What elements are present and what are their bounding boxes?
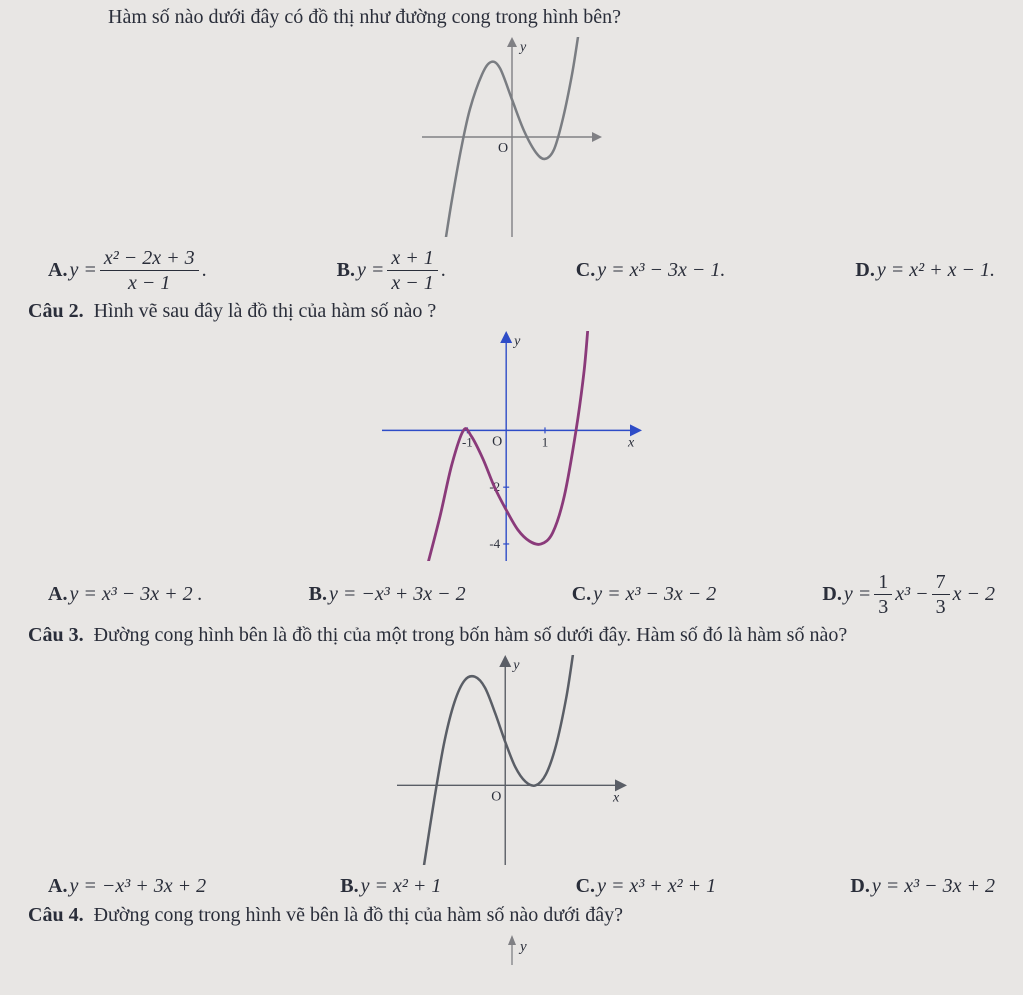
q1-graph-wrap: yO: [28, 37, 995, 237]
fraction: x + 1 x − 1: [387, 247, 437, 294]
eq-text: y = x³ − 3x − 2: [593, 583, 716, 606]
q4-prompt-line: Câu 4. Đường cong trong hình vẽ bên là đ…: [28, 904, 995, 927]
eq-mid: x³ −: [895, 583, 928, 606]
frac-den: 3: [932, 596, 950, 618]
frac-den: x − 1: [387, 272, 437, 294]
svg-text:O: O: [498, 141, 508, 156]
svg-text:O: O: [492, 434, 502, 449]
q1-graph: yO: [422, 37, 602, 237]
opt-label: D.: [850, 875, 869, 898]
svg-text:x: x: [627, 435, 635, 450]
svg-text:y: y: [512, 334, 521, 349]
eq-prefix: y =: [69, 259, 96, 282]
opt-label: B.: [337, 259, 355, 282]
opt-label: B.: [340, 875, 358, 898]
eq-text: y = x² + 1: [361, 875, 442, 898]
svg-text:y: y: [511, 658, 520, 673]
q1-opt-b: B. y = x + 1 x − 1 .: [337, 247, 446, 294]
q1-options: A. y = x² − 2x + 3 x − 1 . B. y = x + 1 …: [48, 247, 995, 294]
q3-opt-c: C. y = x³ + x² + 1: [576, 875, 717, 898]
q4-graph-fragment: y: [452, 935, 572, 965]
eq-text: y = −x³ + 3x + 2: [69, 875, 206, 898]
svg-text:y: y: [518, 40, 527, 55]
q2-label: Câu 2.: [28, 300, 84, 323]
frac-num: x + 1: [387, 247, 437, 269]
frac-den: x − 1: [124, 272, 174, 294]
q1-prompt-line: Hàm số nào dưới đây có đồ thị như đường …: [108, 6, 995, 29]
q3-opt-a: A. y = −x³ + 3x + 2: [48, 875, 206, 898]
eq-prefix: y =: [844, 583, 871, 606]
opt-label: D.: [855, 259, 874, 282]
eq-text: y = x³ − 3x + 2: [872, 875, 995, 898]
frac-num: x² − 2x + 3: [100, 247, 199, 269]
svg-text:y: y: [518, 939, 527, 955]
q2-opt-d: D. y = 1 3 x³ − 7 3 x − 2: [822, 571, 995, 618]
q1-opt-d: D. y = x² + x − 1.: [855, 259, 995, 282]
frac-bar: [387, 270, 437, 271]
q2-prompt-text: Hình vẽ sau đây là đồ thị của hàm số nào…: [94, 300, 437, 323]
frac-bar: [874, 594, 892, 595]
opt-label: C.: [576, 259, 595, 282]
frac-num: 1: [874, 571, 892, 593]
opt-label: D.: [822, 583, 841, 606]
q2-graph-wrap: yxO-11-2-4: [28, 331, 995, 561]
opt-label: C.: [576, 875, 595, 898]
q4-label: Câu 4.: [28, 904, 84, 927]
eq-text: y = x³ − 3x + 2 .: [69, 583, 202, 606]
q1-prompt-text: Hàm số nào dưới đây có đồ thị như đường …: [108, 6, 621, 29]
q3-prompt-line: Câu 3. Đường cong hình bên là đồ thị của…: [28, 624, 995, 647]
q2-opt-c: C. y = x³ − 3x − 2: [572, 583, 717, 606]
q2-opt-b: B. y = −x³ + 3x − 2: [309, 583, 466, 606]
eq-mid: x − 2: [953, 583, 995, 606]
svg-text:x: x: [612, 790, 620, 805]
opt-label: B.: [309, 583, 327, 606]
frac-bar: [100, 270, 199, 271]
fraction: 1 3: [874, 571, 892, 618]
q3-opt-b: B. y = x² + 1: [340, 875, 441, 898]
opt-label: A.: [48, 259, 67, 282]
q2-opt-a: A. y = x³ − 3x + 2 .: [48, 583, 203, 606]
q4-prompt-text: Đường cong trong hình vẽ bên là đồ thị c…: [94, 904, 623, 927]
q3-opt-d: D. y = x³ − 3x + 2: [850, 875, 995, 898]
frac-den: 3: [874, 596, 892, 618]
q2-options: A. y = x³ − 3x + 2 . B. y = −x³ + 3x − 2…: [48, 571, 995, 618]
q1-opt-c: C. y = x³ − 3x − 1.: [576, 259, 726, 282]
q1-opt-a: A. y = x² − 2x + 3 x − 1 .: [48, 247, 207, 294]
q2-graph: yxO-11-2-4: [382, 331, 642, 561]
opt-label: A.: [48, 583, 67, 606]
eq-text: y = x² + x − 1.: [877, 259, 995, 282]
svg-text:-4: -4: [489, 536, 500, 551]
opt-label: A.: [48, 875, 67, 898]
q3-graph-wrap: y x O: [28, 655, 995, 865]
frac-num: 7: [932, 571, 950, 593]
q2-prompt-line: Câu 2. Hình vẽ sau đây là đồ thị của hàm…: [28, 300, 995, 323]
fraction: 7 3: [932, 571, 950, 618]
q3-graph: y x O: [397, 655, 627, 865]
svg-text:O: O: [491, 789, 501, 804]
q3-prompt-text: Đường cong hình bên là đồ thị của một tr…: [94, 624, 848, 647]
frac-bar: [932, 594, 950, 595]
q3-options: A. y = −x³ + 3x + 2 B. y = x² + 1 C. y =…: [48, 875, 995, 898]
opt-label: C.: [572, 583, 591, 606]
eq-text: y = −x³ + 3x − 2: [329, 583, 466, 606]
eq-text: y = x³ − 3x − 1.: [597, 259, 725, 282]
q3-label: Câu 3.: [28, 624, 84, 647]
svg-text:1: 1: [541, 434, 548, 449]
eq-text: y = x³ + x² + 1: [597, 875, 716, 898]
q4-graph-fragment-wrap: y: [28, 935, 995, 965]
page: Hàm số nào dưới đây có đồ thị như đường …: [0, 6, 1023, 995]
fraction: x² − 2x + 3 x − 1: [100, 247, 199, 294]
eq-prefix: y =: [357, 259, 384, 282]
